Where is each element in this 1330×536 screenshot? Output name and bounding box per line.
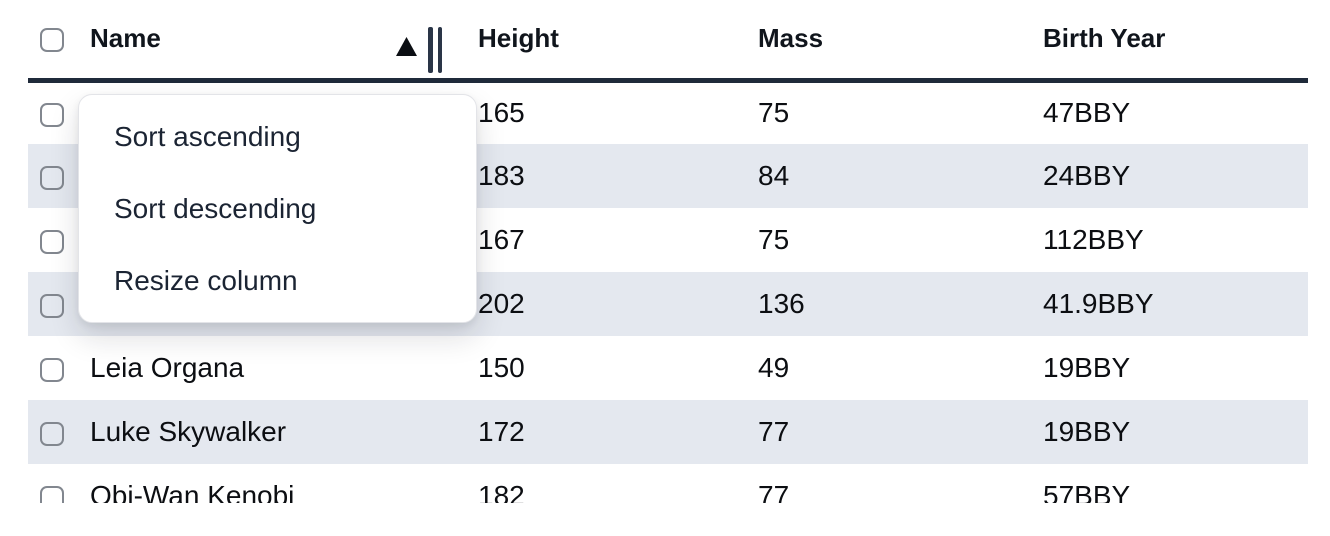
column-header-name[interactable]: Name: [78, 0, 450, 83]
column-header-height-label: Height: [478, 23, 559, 54]
row-checkbox[interactable]: [40, 485, 64, 503]
column-context-menu: Sort ascending Sort descending Resize co…: [78, 94, 477, 323]
column-header-mass[interactable]: Mass: [730, 0, 1015, 83]
height-cell: 202: [450, 272, 730, 336]
row-checkbox[interactable]: [40, 293, 64, 318]
birth-year-cell: 19BBY: [1043, 352, 1131, 383]
height-cell: 183: [450, 144, 730, 208]
table-row[interactable]: 165 75 47BBY: [28, 80, 1308, 144]
sort-ascending-icon: [396, 37, 417, 56]
birth-year-cell: 57BBY: [1043, 480, 1131, 503]
column-header-birth-year-label: Birth Year: [1043, 23, 1166, 54]
column-header-mass-label: Mass: [758, 23, 824, 54]
mass-cell: 49: [758, 352, 790, 383]
menu-item-sort-descending[interactable]: Sort descending: [114, 193, 317, 224]
mass-cell: 75: [758, 97, 790, 129]
select-all-header-cell: [28, 0, 78, 83]
row-checkbox[interactable]: [40, 165, 64, 190]
row-checkbox[interactable]: [40, 102, 64, 127]
name-cell: Luke Skywalker: [78, 400, 450, 464]
birth-year-cell: 24BBY: [1015, 144, 1308, 208]
table-row[interactable]: Luke Skywalker 172 77 19BBY: [28, 400, 1308, 464]
mass-cell: 77: [758, 480, 790, 503]
data-table: Name Height Mass Birth Year: [28, 0, 1308, 503]
column-header-name-label: Name: [90, 23, 161, 54]
row-select-cell: [28, 208, 78, 272]
mass-cell: 75: [758, 224, 790, 255]
row-select-cell: [28, 400, 78, 464]
column-resize-handle[interactable]: [428, 27, 442, 73]
row-select-cell: [28, 144, 78, 208]
resize-bar-icon: [437, 27, 442, 73]
header-row: Name Height Mass Birth Year: [28, 0, 1308, 83]
height-cell: 172: [450, 400, 730, 464]
select-all-checkbox[interactable]: [40, 28, 64, 53]
row-checkbox[interactable]: [40, 357, 64, 382]
column-header-birth-year[interactable]: Birth Year: [1015, 0, 1308, 83]
birth-year-cell: 41.9BBY: [1015, 272, 1308, 336]
table-row[interactable]: Obi-Wan Kenobi 182 77 57BBY: [28, 464, 1308, 503]
mass-cell: 136: [730, 272, 1015, 336]
table-body: 165 75 47BBY 183 84 24BBY 167 75 112BBY …: [28, 80, 1308, 503]
row-select-cell: [28, 464, 78, 503]
height-cell: 165: [478, 97, 525, 129]
row-checkbox[interactable]: [40, 229, 64, 254]
mass-cell: 77: [730, 400, 1015, 464]
birth-year-cell: 47BBY: [1043, 97, 1131, 129]
row-select-cell: [28, 272, 78, 336]
birth-year-cell: 112BBY: [1043, 224, 1144, 255]
height-cell: 167: [478, 224, 525, 255]
table-row[interactable]: Leia Organa 150 49 19BBY: [28, 336, 1308, 400]
resize-bar-icon: [428, 27, 433, 73]
mass-cell: 84: [730, 144, 1015, 208]
menu-item-sort-ascending[interactable]: Sort ascending: [114, 121, 301, 152]
row-select-cell: [28, 336, 78, 400]
name-cell: Obi-Wan Kenobi: [90, 480, 295, 503]
row-select-cell: [28, 80, 78, 144]
table-row[interactable]: 167 75 112BBY: [28, 208, 1308, 272]
name-cell: Leia Organa: [90, 352, 245, 383]
height-cell: 182: [478, 480, 525, 503]
row-checkbox[interactable]: [40, 421, 64, 446]
table-viewport: Name Height Mass Birth Year: [28, 0, 1308, 503]
column-header-height[interactable]: Height: [450, 0, 730, 83]
birth-year-cell: 19BBY: [1015, 400, 1308, 464]
height-cell: 150: [478, 352, 525, 383]
table-header: Name Height Mass Birth Year: [28, 0, 1308, 83]
menu-item-resize-column[interactable]: Resize column: [114, 265, 298, 296]
